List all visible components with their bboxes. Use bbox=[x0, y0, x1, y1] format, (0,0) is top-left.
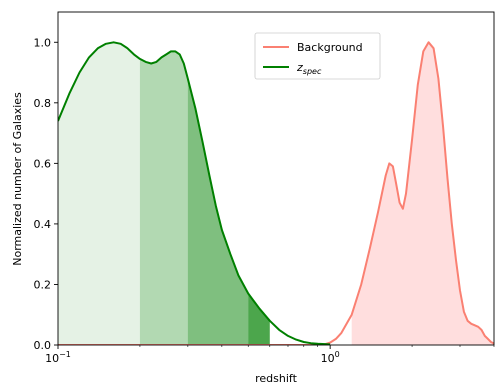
x-tick-label: 100 bbox=[321, 350, 340, 365]
x-axis-label: redshift bbox=[255, 372, 297, 385]
zspec-band-4 bbox=[248, 293, 270, 345]
x-tick-label: 10−1 bbox=[45, 350, 71, 365]
axes: 0.00.20.40.60.81.010−1 100 bbox=[34, 11, 495, 365]
legend-label-main: Background bbox=[297, 41, 363, 54]
background-fill-area bbox=[351, 42, 494, 345]
y-tick-label: 0.8 bbox=[34, 97, 52, 110]
x-tick-label-exponent: 0 bbox=[335, 350, 340, 359]
y-tick-label: 0.0 bbox=[34, 339, 52, 352]
y-axis-label: Normalized number of Galaxies bbox=[11, 92, 24, 266]
zspec-line bbox=[58, 41, 331, 345]
x-tick-label-base: 10 bbox=[45, 352, 59, 365]
x-tick-label-exponent: −1 bbox=[59, 350, 71, 359]
x-tick-label-base: 10 bbox=[321, 352, 335, 365]
legend-label-main: z bbox=[296, 61, 303, 74]
y-tick-label: 0.2 bbox=[34, 278, 52, 291]
y-tick-label: 0.6 bbox=[34, 157, 52, 170]
zspec-band-1 bbox=[58, 42, 140, 345]
plot-area bbox=[58, 41, 494, 345]
legend-label: Background bbox=[297, 41, 363, 54]
y-tick-label: 1.0 bbox=[34, 36, 52, 49]
y-tick-label: 0.4 bbox=[34, 218, 52, 231]
axes-frame bbox=[57, 11, 495, 346]
plot-clipped-group bbox=[58, 41, 494, 345]
legend-label: zspec bbox=[296, 61, 322, 76]
zspec-band-2 bbox=[139, 51, 188, 345]
background-line bbox=[58, 41, 494, 345]
legend: Background zspec bbox=[254, 32, 381, 80]
legend-label-subscript: spec bbox=[303, 67, 322, 76]
